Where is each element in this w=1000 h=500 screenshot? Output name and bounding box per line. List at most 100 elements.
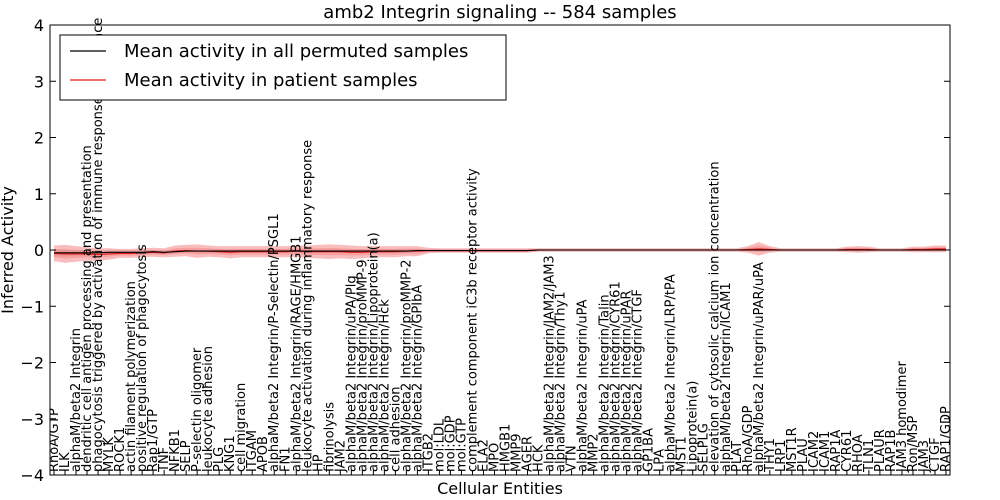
category-label: MMP2 [587,433,602,472]
line-group [53,248,946,256]
category-label: alphaM/beta2 Integrin/uPAR/uPA [752,262,767,472]
patient-std-band [54,242,946,263]
y-tick-group: −4 −3 −2 −1 0 1 2 3 4 [20,16,950,485]
category-label: ILK [58,452,73,472]
category-label: NFKB1 [168,429,183,472]
category-label: MST1 [675,436,690,472]
category-label: mol:GDP [443,415,458,472]
category-label: complement component iC3b receptor activ… [466,168,481,472]
category-label: CYR61 [840,430,855,472]
category-label: RAP1A [829,429,844,472]
category-label: Lipoprotein(a) [686,381,701,472]
category-label: alphaM/beta2 Integrin/RAGE/HMGB1 [289,236,304,472]
category-label: fibrinolysis [322,402,337,472]
category-label: MST1R [785,427,800,472]
category-label: elevation of cytosolic calcium ion conce… [708,161,723,472]
legend-label-patient: Mean activity in patient samples [124,70,418,91]
category-label: KNG1 [223,435,238,472]
y-tick-label: 1 [34,185,44,204]
band-group [54,242,946,263]
y-tick-label: −1 [20,297,44,316]
category-label: mol:LDL [432,418,447,472]
category-label: GP1BA [642,428,657,472]
y-tick-label: 3 [34,72,44,91]
category-label: PLAT [730,441,745,472]
y-tick-label: −2 [20,354,44,373]
category-label: leukocyte adhesion [201,346,216,472]
category-label: ITGB2 [421,433,436,472]
category-label: Rap1/GTP [146,409,161,472]
category-label: HMGB1 [499,424,514,472]
category-label: TLN1 [862,439,877,473]
y-tick-label: −3 [20,410,44,429]
category-label: positive regulation of phagocytosis [135,244,150,472]
category-label: RAP1/GDP [939,406,954,472]
category-label: ICAM2 [807,431,822,472]
category-label: TNF [157,447,172,473]
legend-label-permuted: Mean activity in all permuted samples [124,41,468,62]
category-label: THY1 [763,438,778,473]
category-label: Ron/MSP [906,416,921,472]
category-label: actin filament polymerization [124,281,139,472]
category-label: MYLK [102,437,117,472]
category-label: SELPLG [697,423,712,472]
category-label: VTN [565,445,580,472]
category-label: LRP1 [774,440,789,472]
category-label: alphaM/beta2 Integrin/Talin [598,294,613,472]
category-label: RHOA [851,434,866,472]
category-label: cell adhesion [388,386,403,472]
y-axis-label: Inferred Activity [0,186,17,314]
category-label: dendritic cell antigen processing and pr… [80,145,95,472]
category-label: PLAUR [873,429,888,472]
y-tick-label: −4 [20,466,44,485]
category-label: LPA [653,449,668,472]
category-label: SELP [179,440,194,472]
category-label: HCK [532,444,547,472]
category-label: alphaM/beta2 Integrin/Lipoprotein(a) [366,232,381,472]
category-label: alphaM/beta2 Integrin/uPAR [620,290,635,472]
category-label: alphaM/beta2 Integrin/Thy1 [554,292,569,473]
category-label: MMP9 [510,433,525,472]
category-label: JAM3 homodimer [895,361,910,473]
category-label: RAP1B [884,430,899,472]
category-label: alphaM/beta2 Integrin/CYR61 [609,281,624,472]
category-label: ITGAM [245,430,260,472]
category-label: ROCK1 [113,427,128,472]
y-tick-label: 0 [34,241,44,260]
legend: Mean activity in all permuted samples Me… [59,34,507,101]
y-tick-label: 4 [34,16,44,35]
category-label: leukocyte activation during inflammatory… [300,140,315,472]
category-label: P-selectin oligomer [190,347,205,472]
category-label: alphaM/beta2 Integrin/proMMP-2 [399,259,414,472]
category-label: AGER [521,436,536,472]
category-label: alphaM/beta2 Integrin/uPA [576,299,591,472]
permuted-series-line [54,249,946,254]
category-label: alphaM/beta2 Integrin [69,328,84,472]
y-tick-label: 2 [34,129,44,148]
category-label: MPO [488,443,503,472]
category-label: cell migration [234,383,249,472]
category-label: ELA2 [477,439,492,472]
category-label: mol:GTP [455,418,470,472]
category-label: alphaM/beta2 Integrin/CTGF [631,289,646,472]
category-label: APOB [256,436,271,472]
category-label: CTGF [928,437,943,472]
chart-title: amb2 Integrin signaling -- 584 samples [323,2,676,23]
category-label: PLAU [796,438,811,472]
category-label: HP [311,454,326,472]
category-label: JAM2 [333,440,348,473]
category-label: alphaM/beta2 Integrin/P-Selectin/PSGL1 [267,213,282,472]
category-label: alphaM/beta2 Integrin/GPIbA [410,285,425,472]
legend-box [59,34,507,101]
category-label: phagocytosis triggered by activation of … [91,18,106,472]
category-label: RhoA/GDP [741,405,756,472]
category-label: FN1 [278,447,293,472]
category-label: alphaM/beta2 Integrin/LRP/tPA [664,274,679,472]
category-label: RhoA/GTP [47,408,62,472]
category-label: alphaM/beta2 Integrin/proMMP-9 [355,259,370,472]
category-label: PLG [212,447,227,472]
category-label: alphaM/beta2 Integrin/ICAM1 [719,282,734,472]
category-label: alphaM/beta2 Integrin/Hck [377,299,392,472]
